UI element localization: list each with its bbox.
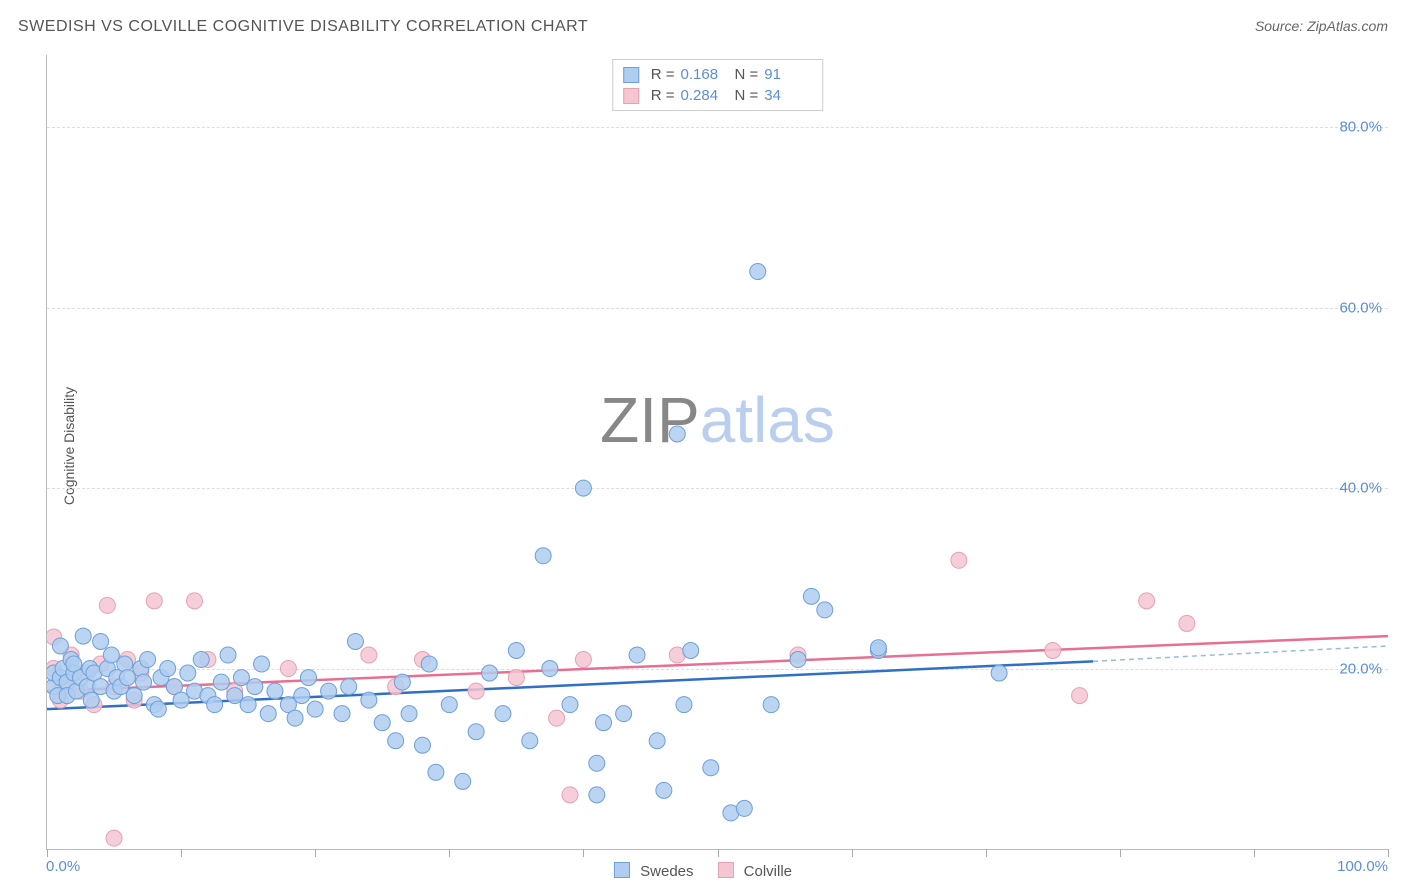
r-label: R =	[651, 87, 675, 104]
x-tick	[181, 849, 182, 857]
x-tick	[1254, 849, 1255, 857]
swedes-n-value: 91	[764, 66, 812, 83]
n-label: N =	[735, 66, 759, 83]
swedes-swatch-icon	[623, 67, 639, 83]
chart-plot-area: ZIPatlas R = 0.168 N = 91 R = 0.284 N = …	[46, 55, 1388, 850]
x-tick	[1120, 849, 1121, 857]
x-tick	[47, 849, 48, 857]
x-tick	[1388, 849, 1389, 857]
legend-row-colville: R = 0.284 N = 34	[623, 85, 813, 106]
r-label: R =	[651, 66, 675, 83]
legend-item-swedes: Swedes	[614, 862, 694, 880]
x-tick	[718, 849, 719, 857]
scatter-plot-svg	[47, 55, 1388, 849]
x-tick	[315, 849, 316, 857]
x-tick	[583, 849, 584, 857]
swedes-swatch-icon	[614, 862, 630, 878]
chart-title: SWEDISH VS COLVILLE COGNITIVE DISABILITY…	[18, 18, 588, 36]
legend-row-swedes: R = 0.168 N = 91	[623, 64, 813, 85]
x-axis-min-label: 0.0%	[46, 858, 80, 875]
x-tick	[986, 849, 987, 857]
series-legend: Swedes Colville	[614, 862, 792, 880]
source-attribution: Source: ZipAtlas.com	[1255, 18, 1388, 34]
swedes-r-value: 0.168	[681, 66, 729, 83]
colville-swatch-icon	[718, 862, 734, 878]
x-axis-max-label: 100.0%	[1337, 858, 1388, 875]
x-tick	[449, 849, 450, 857]
correlation-legend-box: R = 0.168 N = 91 R = 0.284 N = 34	[612, 59, 824, 111]
n-label: N =	[735, 87, 759, 104]
legend-label-swedes: Swedes	[640, 863, 693, 880]
legend-item-colville: Colville	[718, 862, 793, 880]
colville-swatch-icon	[623, 88, 639, 104]
x-tick	[852, 849, 853, 857]
legend-label-colville: Colville	[744, 863, 792, 880]
colville-n-value: 34	[764, 87, 812, 104]
colville-r-value: 0.284	[681, 87, 729, 104]
